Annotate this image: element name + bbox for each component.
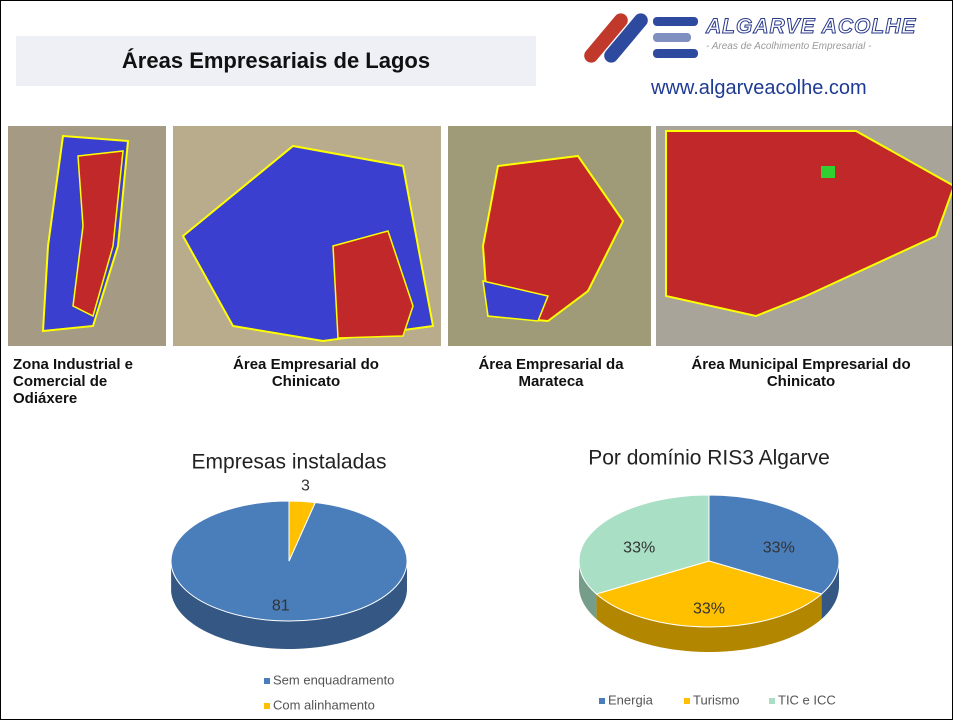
legend-label: Com alinhamento: [273, 697, 375, 712]
chart-title: Por domínio RIS3 Algarve: [588, 447, 830, 470]
data-label: 3: [301, 478, 310, 495]
data-label: 33%: [693, 601, 725, 618]
legend-swatch: [264, 678, 270, 684]
charts: Empresas instaladas 81 3 Sem enquadramento C…: [1, 1, 952, 719]
legend-label: TIC e ICC: [778, 692, 836, 707]
chart-title: Empresas instaladas: [192, 451, 387, 474]
legend-label: Turismo: [693, 692, 739, 707]
data-label: 81: [272, 598, 290, 615]
legend-swatch: [769, 698, 775, 704]
data-label: 33%: [763, 539, 795, 556]
legend-label: Sem enquadramento: [273, 672, 394, 687]
data-label: 33%: [623, 539, 655, 556]
legend-label: Energia: [608, 692, 654, 707]
legend-swatch: [599, 698, 605, 704]
slide: Áreas Empresariais de Lagos ALGARVE ACOL…: [0, 0, 953, 720]
legend-swatch: [264, 703, 270, 709]
legend-swatch: [684, 698, 690, 704]
